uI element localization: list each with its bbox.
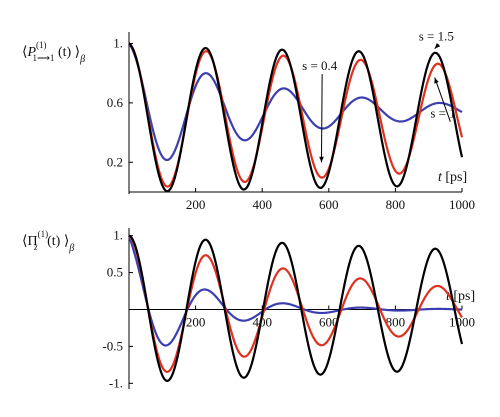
- annotation-arrow: [434, 77, 451, 122]
- annotation-label: s = 0.4: [302, 58, 338, 73]
- y-axis-title-close: ⟩: [75, 45, 80, 60]
- y-axis-title-open: ⟨: [22, 45, 27, 60]
- x-axis-title-unit: [ps]: [450, 289, 475, 304]
- x-tick-label: 800: [386, 197, 406, 212]
- y-tick-label: -0.5: [102, 338, 123, 353]
- series-line-s15: [128, 42, 464, 193]
- series-line-s15: [128, 234, 464, 382]
- chart-panel-bottom: ⟨Π(1) z (t) ⟩β t [ps] 200 400 600 800 1000-1.…: [22, 228, 475, 391]
- annotation-label: s = 1: [430, 106, 455, 121]
- y-axis-title-sup: (1): [36, 40, 47, 50]
- x-tick-label: 200: [186, 315, 206, 330]
- y-tick-label: 1.: [113, 228, 123, 243]
- x-axis-title-unit: [ps]: [442, 170, 467, 185]
- y-axis-title-sub: z: [33, 242, 38, 252]
- annotation-arrow: [320, 74, 323, 163]
- x-tick-label: 200: [186, 197, 206, 212]
- y-axis-title-var: P: [26, 45, 36, 60]
- y-tick-label: 1.: [113, 35, 123, 50]
- x-tick-label: 800: [386, 315, 406, 330]
- chart-panel-top: ⟨P(1) 1⟶1 (t) ⟩β t [ps] 200 400 600 800 1000 0…: [22, 28, 475, 212]
- y-axis-title-close: ⟩: [64, 234, 69, 249]
- y-axis-title-var: Π: [27, 234, 37, 249]
- y-tick-label: 0.6: [107, 95, 124, 110]
- y-tick-label: 0.2: [107, 154, 123, 169]
- y-axis-title-open: ⟨: [22, 234, 27, 249]
- svg-text:t [ps]: t [ps]: [438, 170, 467, 185]
- x-tick-label: 600: [319, 315, 339, 330]
- y-axis-title-sup: (1): [38, 229, 49, 239]
- svg-text:⟨Π(1)z (t) ⟩β: ⟨Π(1) z (t) ⟩β: [22, 229, 74, 254]
- y-tick-label: -1.: [109, 375, 123, 390]
- x-axis-title-var: t: [438, 170, 443, 185]
- x-tick-label: 400: [252, 197, 272, 212]
- y-axis-title-subscript: β: [79, 54, 85, 65]
- y-axis-title-subscript: β: [68, 243, 74, 254]
- annotation-arrowhead: [434, 77, 439, 84]
- y-axis-title-arg: (t): [54, 45, 74, 60]
- y-axis-title-arg: (t): [44, 234, 64, 249]
- y-tick-label: 0.5: [107, 265, 123, 280]
- y-axis-title-sub: 1⟶1: [33, 53, 55, 63]
- x-tick-label: 400: [252, 315, 272, 330]
- y-axis-title-bottom: ⟨Π(1) z (t) ⟩β: [22, 229, 74, 254]
- annotation-arrowhead: [319, 156, 324, 163]
- annotation-arrowhead: [434, 43, 441, 49]
- annotation-label: s = 1.5: [419, 28, 454, 43]
- x-tick-label: 600: [319, 197, 339, 212]
- series-line-s04: [128, 42, 463, 162]
- x-axis-title-top: t [ps]: [438, 170, 467, 185]
- x-tick-label: 1000: [449, 197, 475, 212]
- y-axis-title-top: ⟨P(1) 1⟶1 (t) ⟩β: [22, 40, 85, 65]
- svg-text:⟨P(1)1⟶1 (t) ⟩β: ⟨P(1) 1⟶1 (t) ⟩β: [22, 40, 85, 65]
